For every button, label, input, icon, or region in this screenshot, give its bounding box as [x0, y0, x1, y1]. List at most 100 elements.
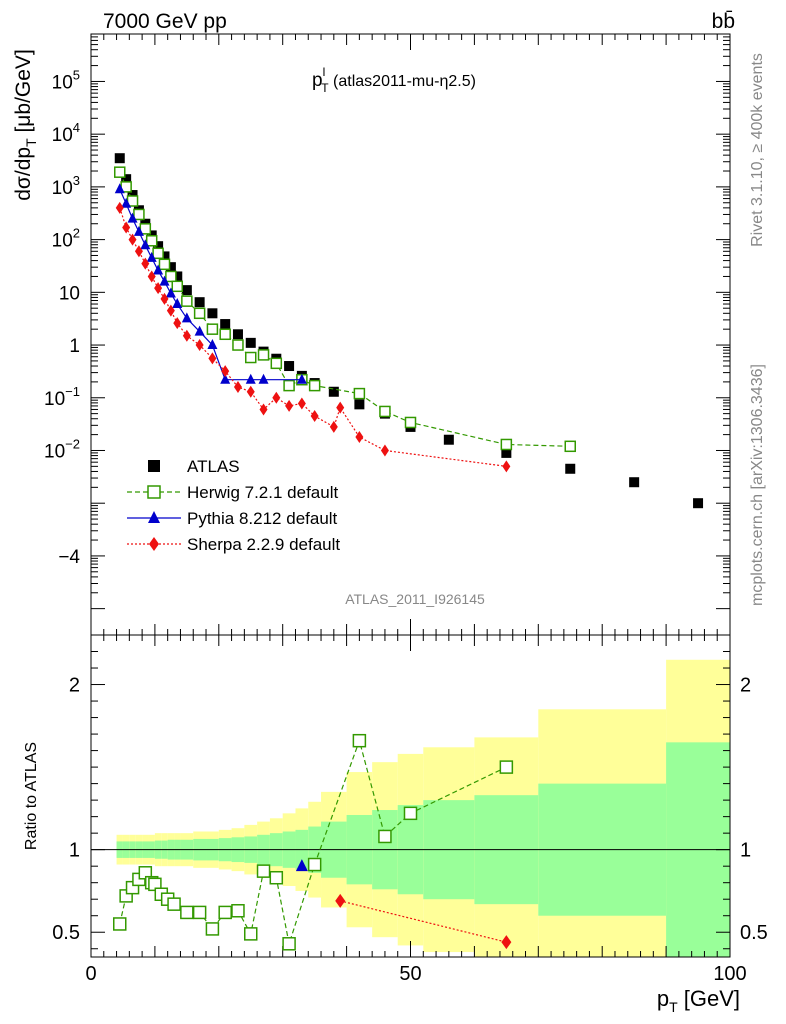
data-point — [219, 328, 231, 341]
data-point — [404, 416, 417, 429]
data-point — [256, 864, 271, 878]
data-point — [114, 166, 126, 178]
data-point — [146, 251, 157, 262]
data-point — [206, 323, 219, 335]
ratio-y-tick-label: 1 — [69, 840, 80, 862]
data-point — [115, 201, 124, 214]
data-point — [149, 537, 159, 551]
x-tick-label: 100 — [713, 963, 746, 985]
legend-label: Pythia 8.212 default — [187, 509, 338, 528]
data-point — [629, 477, 640, 488]
watermark: ATLAS_2011_I926145 — [345, 591, 485, 607]
data-point — [499, 760, 514, 774]
data-point — [158, 258, 171, 271]
series-pythia — [114, 183, 307, 384]
y-tick-exponent: −1 — [65, 384, 80, 399]
data-point — [295, 859, 308, 872]
data-point — [192, 905, 207, 920]
data-point — [194, 297, 205, 308]
data-point — [166, 304, 175, 317]
data-point — [335, 893, 346, 908]
x-tick-label: 0 — [85, 963, 96, 985]
x-axis-label-p: p — [657, 986, 669, 1011]
x-axis-label-unit: [GeV] — [678, 986, 740, 1011]
data-point — [165, 270, 177, 283]
data-point — [141, 257, 150, 270]
main-ylabel-b: [μb/GeV] — [12, 49, 35, 138]
series-line — [119, 207, 507, 467]
data-point — [269, 870, 284, 885]
data-point — [336, 401, 345, 414]
data-point — [443, 434, 454, 445]
data-point — [231, 904, 245, 918]
data-point — [355, 431, 364, 444]
ratio-y-tick-label: 2 — [69, 675, 80, 697]
data-point — [501, 447, 512, 458]
main-ylabel-sub: T — [23, 138, 39, 147]
legend-label: Herwig 7.2.1 default — [187, 483, 338, 502]
y-tick-exponent: 5 — [73, 67, 80, 82]
series-sherpa — [115, 201, 511, 473]
data-point — [379, 405, 391, 418]
data-point — [145, 235, 158, 247]
data-point — [193, 307, 206, 320]
ratio-frame — [90, 634, 731, 958]
series-line — [119, 171, 571, 447]
y-tick-label: 103 — [52, 173, 80, 199]
header-right: bb̄ — [712, 10, 735, 33]
data-point — [282, 937, 296, 951]
main-series — [114, 153, 704, 509]
data-point — [154, 282, 163, 295]
data-point — [272, 391, 281, 404]
data-point — [160, 292, 169, 305]
series-line — [119, 189, 302, 381]
y-tick-exponent: 3 — [73, 173, 80, 188]
data-point — [133, 225, 144, 236]
ratio-series-sherpa — [335, 893, 512, 950]
data-point — [127, 212, 138, 223]
data-point — [218, 905, 232, 920]
x-tick-label: 50 — [399, 963, 421, 985]
data-point — [283, 379, 295, 392]
data-point — [180, 905, 194, 920]
y-tick-exponent: −2 — [65, 436, 80, 451]
data-point — [172, 298, 183, 309]
y-tick-label: 10 — [59, 283, 80, 304]
plot-title-rest: (atlas2011-mu-η2.5) — [329, 73, 476, 90]
data-point — [181, 285, 192, 296]
data-point — [221, 365, 230, 378]
data-point — [207, 308, 218, 319]
data-point — [147, 485, 161, 499]
data-point — [502, 460, 511, 473]
data-point — [328, 386, 339, 397]
ratio-ylabel: Ratio to ATLAS — [23, 742, 40, 850]
y-tick-label: 1 — [69, 336, 80, 357]
data-point — [172, 271, 183, 282]
y-tick-exponent: 2 — [73, 226, 80, 241]
plot-title-p: p — [312, 70, 323, 91]
legend-label: Sherpa 2.2.9 default — [187, 535, 340, 554]
data-point — [232, 329, 243, 340]
data-point — [565, 463, 576, 474]
data-point — [148, 460, 160, 472]
ratio-axes: 0 50 100 0.5 0.5 1 1 2 2 — [52, 635, 768, 985]
data-point — [147, 270, 156, 283]
data-point — [114, 153, 125, 164]
data-point — [152, 247, 164, 260]
main-ylabel: dσ/dpT [μb/GeV] — [12, 49, 39, 201]
data-point — [353, 387, 366, 400]
data-point — [128, 233, 137, 246]
data-point — [133, 208, 145, 221]
data-point — [693, 498, 704, 509]
data-point — [500, 438, 513, 451]
series-atlas — [114, 153, 704, 509]
data-point — [354, 399, 365, 410]
x-axis-label: pT [GeV] — [657, 986, 740, 1015]
legend: ATLAS Herwig 7.2.1 default Pythia 8.212 de… — [127, 457, 340, 554]
data-point — [194, 325, 205, 336]
ratio-y-tick-label-right: 0.5 — [740, 922, 768, 944]
ratio-series — [113, 733, 514, 951]
data-point — [285, 399, 294, 412]
data-point — [307, 857, 322, 872]
data-point — [245, 337, 256, 348]
